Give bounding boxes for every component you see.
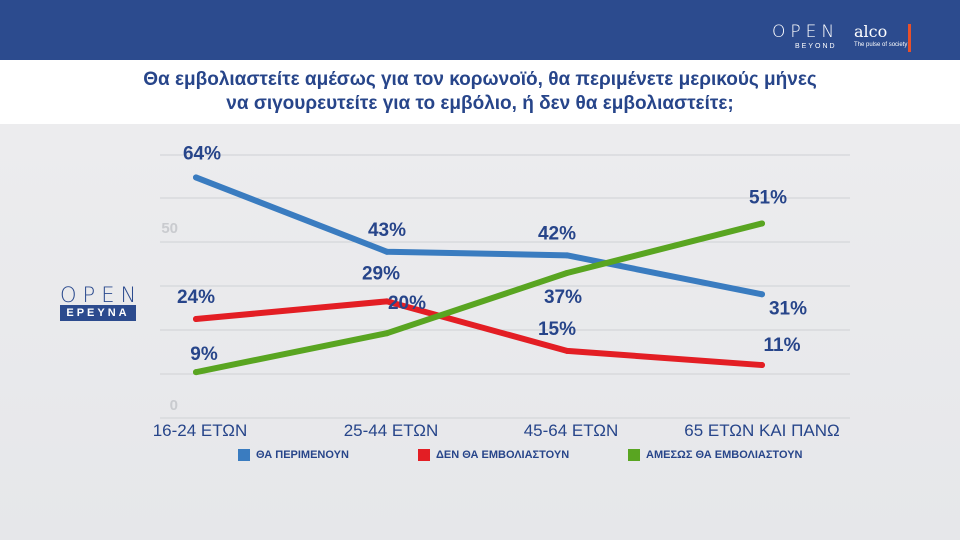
title-line-2: να σιγουρευτείτε για το εμβόλιο, ή δεν θ…	[226, 93, 734, 114]
data-label: 37%	[544, 287, 582, 308]
data-label: 24%	[177, 287, 215, 308]
legend-label-green: ΑΜΕΣΩΣ ΘΑ ΕΜΒΟΛΙΑΣΤΟΥΝ	[646, 449, 803, 461]
x-tick-label: 65 ΕΤΩΝ ΚΑΙ ΠΑΝΩ	[684, 421, 839, 440]
data-label: 29%	[362, 263, 400, 284]
legend-item-red: ΔΕΝ ΘΑ ΕΜΒΟΛΙΑΣΤΟΥΝ	[418, 447, 569, 463]
y-tick-label: 0	[170, 397, 178, 414]
legend-swatch-blue	[238, 449, 250, 461]
data-point	[193, 316, 199, 323]
data-label: 43%	[368, 220, 406, 241]
data-point	[193, 369, 199, 376]
legend-item-blue: ΘΑ ΠΕΡΙΜΕΝΟΥΝ	[238, 447, 349, 463]
legend-label-red: ΔΕΝ ΘΑ ΕΜΒΟΛΙΑΣΤΟΥΝ	[436, 449, 570, 461]
data-label: 20%	[388, 293, 426, 314]
brand-logo: OPEN	[772, 22, 840, 42]
y-tick-label: 50	[161, 220, 178, 237]
brand-subtitle: BEYOND	[795, 43, 837, 50]
data-point	[384, 330, 390, 337]
series-line-0	[193, 174, 765, 298]
data-point	[384, 248, 390, 255]
legend-label-blue: ΘΑ ΠΕΡΙΜΕΝΟΥΝ	[256, 449, 349, 461]
data-label: 15%	[538, 319, 576, 340]
data-point	[564, 252, 570, 259]
data-label: 9%	[190, 344, 218, 365]
data-point	[564, 270, 570, 277]
x-tick-label: 16-24 ΕΤΩΝ	[153, 421, 248, 440]
legend-swatch-green	[628, 449, 640, 461]
brand-accent-bar	[908, 24, 911, 52]
partner-logo: alco	[854, 22, 888, 41]
data-label: 31%	[769, 298, 807, 319]
data-point	[759, 220, 765, 227]
series-line-1	[193, 298, 765, 369]
erevna-badge: ΕΡΕΥΝΑ	[60, 305, 136, 321]
data-label: 42%	[538, 223, 576, 244]
open-erevna-logo: OPEN	[60, 283, 143, 307]
data-label: 51%	[749, 187, 787, 208]
data-point	[384, 298, 390, 305]
title-line-1: Θα εμβολιαστείτε αμέσως για τον κορωνοϊό…	[143, 69, 817, 90]
data-point	[759, 362, 765, 369]
chart-background	[0, 124, 960, 540]
chart-title: Θα εμβολιαστείτε αμέσως για τον κορωνοϊό…	[0, 68, 960, 116]
data-point	[193, 174, 199, 181]
data-point	[564, 347, 570, 354]
top-banner: OPEN BEYOND alco The pulse of society	[0, 0, 960, 60]
data-label: 64%	[183, 143, 221, 164]
x-tick-label: 25-44 ΕΤΩΝ	[344, 421, 439, 440]
data-point	[759, 291, 765, 298]
legend-swatch-red	[418, 449, 430, 461]
data-label: 11%	[764, 335, 801, 356]
x-tick-label: 45-64 ΕΤΩΝ	[524, 421, 619, 440]
title-panel	[0, 60, 960, 124]
partner-tagline: The pulse of society	[854, 42, 908, 48]
legend-item-green: ΑΜΕΣΩΣ ΘΑ ΕΜΒΟΛΙΑΣΤΟΥΝ	[628, 447, 802, 463]
series-line-2	[193, 220, 765, 376]
